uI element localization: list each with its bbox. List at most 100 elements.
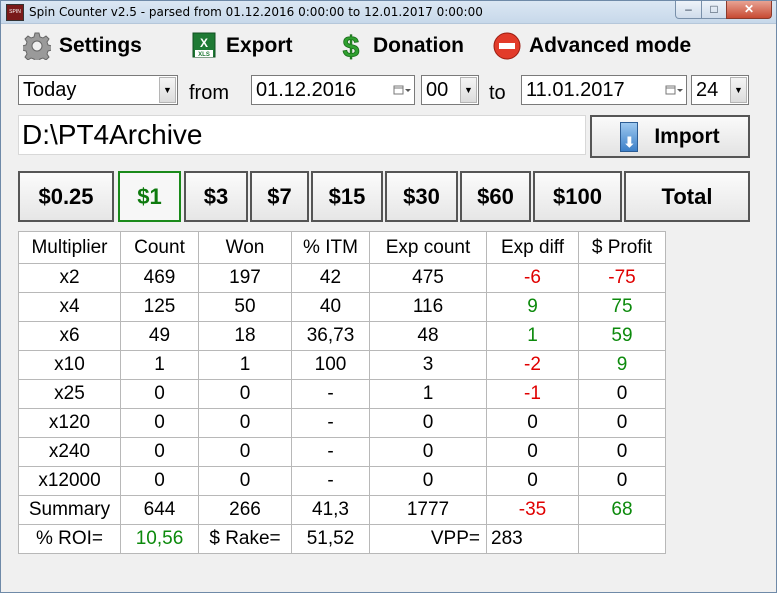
table-cell: 1 <box>120 350 199 380</box>
table-row: x25 0 0 - 1 -1 0 <box>18 379 666 409</box>
to-date-picker[interactable]: 11.01.2017 <box>521 75 687 105</box>
table-cell: 59 <box>578 321 666 351</box>
vpp-label: VPP= <box>369 524 487 554</box>
table-cell: - <box>291 466 370 496</box>
table-cell: x2 <box>18 263 121 293</box>
table-row: x6 49 18 36,73 48 1 59 <box>18 321 666 351</box>
table-cell: 125 <box>120 292 199 322</box>
donation-label: Donation <box>373 34 464 57</box>
table-cell: x12000 <box>18 466 121 496</box>
table-cell: 475 <box>369 263 487 293</box>
table-cell: 0 <box>578 379 666 409</box>
table-cell: 1777 <box>369 495 487 525</box>
table-cell: x4 <box>18 292 121 322</box>
column-header: Exp diff <box>486 231 579 264</box>
no-entry-icon <box>493 32 521 60</box>
column-header: Count <box>120 231 199 264</box>
from-label: from <box>189 82 229 104</box>
chevron-down-icon: ▼ <box>460 77 477 103</box>
stake-button-total[interactable]: Total <box>624 171 750 222</box>
advanced-mode-button[interactable]: Advanced mode <box>493 30 691 62</box>
table-cell: 42 <box>291 263 370 293</box>
table-cell: 48 <box>369 321 487 351</box>
table-cell: 116 <box>369 292 487 322</box>
table-cell: 9 <box>486 292 579 322</box>
to-hour-value: 24 <box>696 78 719 101</box>
from-date-picker[interactable]: 01.12.2016 <box>251 75 415 105</box>
gear-icon <box>23 32 51 60</box>
table-cell: 0 <box>578 408 666 438</box>
stake-button-60[interactable]: $60 <box>460 171 531 222</box>
table-cell: 36,73 <box>291 321 370 351</box>
table-cell: - <box>291 437 370 467</box>
stake-button-3[interactable]: $3 <box>184 171 248 222</box>
stake-button-1[interactable]: $1 <box>118 171 181 222</box>
table-cell: -1 <box>486 379 579 409</box>
export-button[interactable]: X XLS Export <box>190 30 293 62</box>
table-cell: 0 <box>120 437 199 467</box>
table-cell: -6 <box>486 263 579 293</box>
table-row: x10 1 1 100 3 -2 9 <box>18 350 666 380</box>
roi-label: % ROI= <box>18 524 121 554</box>
vpp-value: 283 <box>486 524 579 554</box>
table-cell: 644 <box>120 495 199 525</box>
stake-button-15[interactable]: $15 <box>311 171 383 222</box>
stake-button-7[interactable]: $7 <box>250 171 309 222</box>
table-cell: - <box>291 408 370 438</box>
summary-row: Summary 644 266 41,3 1777 -35 68 <box>18 495 666 525</box>
period-value: Today <box>23 78 77 101</box>
advanced-mode-label: Advanced mode <box>529 34 692 57</box>
table-cell: 68 <box>578 495 666 525</box>
stake-button-0-25[interactable]: $0.25 <box>18 171 114 222</box>
from-date-value: 01.12.2016 <box>256 78 357 101</box>
from-hour-value: 00 <box>426 78 449 101</box>
minimize-button[interactable]: – <box>675 1 702 19</box>
table-cell: 1 <box>198 350 292 380</box>
svg-text:$: $ <box>343 31 360 61</box>
table-cell: 197 <box>198 263 292 293</box>
table-cell: 0 <box>198 408 292 438</box>
settings-button[interactable]: Settings <box>23 30 142 62</box>
dollar-icon: $ <box>337 31 365 61</box>
close-button[interactable]: ✕ <box>726 1 772 19</box>
export-label: Export <box>226 34 293 57</box>
from-hour-select[interactable]: 00 ▼ <box>421 75 479 105</box>
table-cell: 266 <box>198 495 292 525</box>
chevron-down-icon: ▼ <box>730 77 747 103</box>
app-icon: SPIN <box>6 4 24 21</box>
archive-path-input[interactable]: D:\PT4Archive <box>18 115 586 155</box>
xls-badge-text: XLS <box>198 52 210 58</box>
stats-table: Multiplier Count Won % ITM Exp count Exp… <box>18 231 666 554</box>
table-cell: Summary <box>18 495 121 525</box>
table-cell: 75 <box>578 292 666 322</box>
chevron-down-icon: ▼ <box>159 77 176 103</box>
stake-button-30[interactable]: $30 <box>385 171 458 222</box>
maximize-button[interactable]: □ <box>701 1 727 19</box>
calendar-icon <box>391 77 413 103</box>
table-cell: 0 <box>120 466 199 496</box>
table-cell: -35 <box>486 495 579 525</box>
table-cell: 41,3 <box>291 495 370 525</box>
donation-button[interactable]: $ Donation <box>337 30 464 62</box>
svg-text:X: X <box>200 36 208 50</box>
import-button[interactable]: ⬇ Import <box>590 115 750 158</box>
to-label: to <box>489 82 506 104</box>
title-bar: SPIN Spin Counter v2.5 - parsed from 01.… <box>1 1 776 24</box>
window-title: Spin Counter v2.5 - parsed from 01.12.20… <box>29 5 483 19</box>
table-row: x2 469 197 42 475 -6 -75 <box>18 263 666 293</box>
table-cell: 3 <box>369 350 487 380</box>
column-header: % ITM <box>291 231 370 264</box>
table-cell: x120 <box>18 408 121 438</box>
column-header: Exp count <box>369 231 487 264</box>
table-row: x12000 0 0 - 0 0 0 <box>18 466 666 496</box>
empty-cell <box>578 524 666 554</box>
table-cell: 18 <box>198 321 292 351</box>
to-hour-select[interactable]: 24 ▼ <box>691 75 749 105</box>
table-cell: x6 <box>18 321 121 351</box>
column-header: Won <box>198 231 292 264</box>
period-select[interactable]: Today ▼ <box>18 75 178 105</box>
stake-button-100[interactable]: $100 <box>533 171 622 222</box>
table-cell: x240 <box>18 437 121 467</box>
import-icon: ⬇ <box>620 121 639 152</box>
